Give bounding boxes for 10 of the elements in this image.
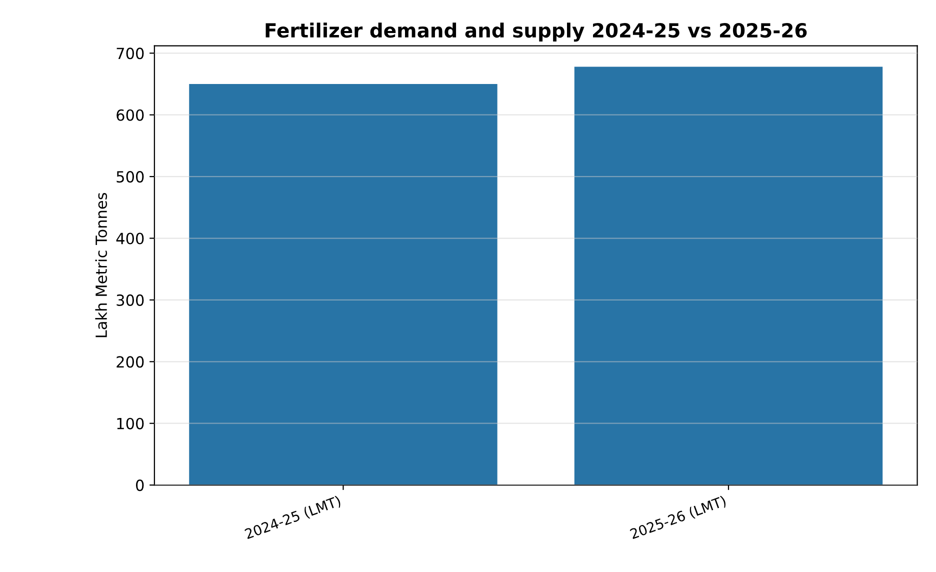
y-tick-label: 700 bbox=[116, 48, 144, 60]
y-tick-label: 300 bbox=[116, 294, 144, 306]
y-tick-label: 0 bbox=[136, 480, 144, 492]
y-tick-label: 200 bbox=[116, 356, 144, 368]
chart-title: Fertilizer demand and supply 2024-25 vs 2025-26 bbox=[266, 22, 807, 42]
y-tick-label: 100 bbox=[117, 418, 144, 430]
y-axis-title: Lakh Metric Tonnes bbox=[95, 192, 108, 338]
y-tick-label: 600 bbox=[116, 109, 144, 121]
y-tick-label: 400 bbox=[116, 232, 144, 244]
y-tick-label: 500 bbox=[116, 171, 144, 183]
